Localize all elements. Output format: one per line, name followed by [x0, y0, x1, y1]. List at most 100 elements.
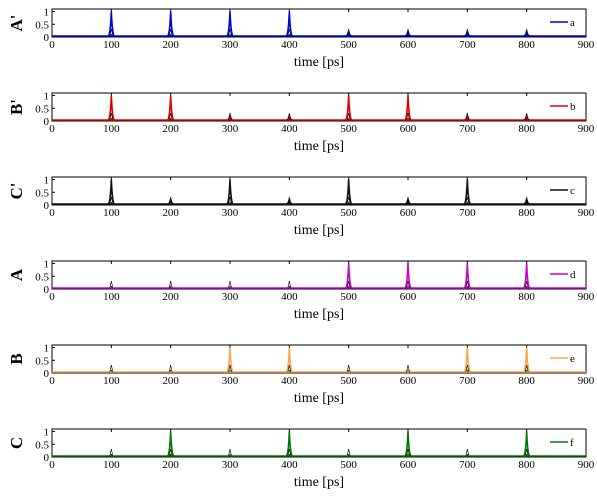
- x-tick-label: 0: [49, 123, 55, 135]
- x-tick-label: 200: [162, 207, 179, 219]
- x-tick-label: 900: [578, 291, 595, 303]
- x-tick-label: 0: [49, 375, 55, 387]
- subplot-1: 0 100 200 300 400 500 600 700 800 900 00.51 A' time …: [7, 7, 595, 70]
- axes-frame: [51, 92, 587, 122]
- axes-frame: [51, 176, 587, 206]
- reference-pulse-t400: [287, 280, 292, 289]
- axes-frame: [51, 8, 587, 38]
- legend-label: f: [570, 437, 574, 449]
- reference-pulse-t800: [524, 448, 529, 457]
- peak-t500: [345, 31, 352, 37]
- reference-pulse-t800: [524, 196, 529, 205]
- reference-pulse-t800: [524, 280, 529, 289]
- reference-pulse-t700: [465, 112, 470, 121]
- x-axis-label: time [ps]: [294, 307, 344, 322]
- x-axis-label: time [ps]: [294, 475, 344, 490]
- x-tick-label: 600: [400, 39, 417, 51]
- x-tick-label: 700: [459, 39, 476, 51]
- subplot-3: 0 100 200 300 400 500 600 700 800 900 00.51 C' time …: [7, 175, 595, 238]
- x-tick-label: 400: [281, 39, 298, 51]
- x-tick-label: 100: [103, 123, 120, 135]
- x-tick-label: 100: [103, 207, 120, 219]
- peak-t100: [107, 95, 115, 121]
- x-tick-label: 200: [162, 459, 179, 471]
- peak-t500: [345, 179, 353, 205]
- x-tick-label: 800: [518, 39, 535, 51]
- reference-pulse-t100: [109, 448, 114, 457]
- reference-pulse-t500: [346, 364, 351, 373]
- peak-t300: [226, 179, 234, 205]
- x-axis-label: time [ps]: [294, 223, 344, 238]
- x-tick-label: 400: [281, 123, 298, 135]
- peak-t800: [523, 115, 530, 121]
- x-tick-label: 900: [578, 123, 595, 135]
- x-tick-label: 100: [103, 375, 120, 387]
- y-axis-label: B: [7, 353, 26, 364]
- x-axis-label: time [ps]: [294, 55, 344, 70]
- reference-pulse-t600: [406, 364, 410, 373]
- y-tick-label: 0.5: [35, 103, 49, 115]
- peak-t300: [226, 347, 234, 373]
- peak-t500: [345, 95, 353, 121]
- x-tick-label: 100: [103, 39, 120, 51]
- x-tick-label: 900: [578, 459, 595, 471]
- peak-t800: [523, 263, 531, 289]
- reference-pulse-t300: [228, 28, 232, 37]
- x-tick-label: 500: [340, 459, 357, 471]
- x-tick-label: 400: [281, 291, 298, 303]
- peak-t600: [404, 199, 412, 205]
- x-tick-label: 600: [400, 291, 417, 303]
- legend-label: b: [570, 101, 576, 113]
- peak-t200: [167, 199, 174, 205]
- reference-pulse-t200: [168, 280, 173, 289]
- reference-pulse-t100: [109, 112, 114, 121]
- x-tick-label: 800: [518, 375, 535, 387]
- reference-pulse-t700: [465, 196, 470, 205]
- x-tick-label: 200: [162, 375, 179, 387]
- y-tick-label: 1: [44, 7, 50, 19]
- x-tick-label: 700: [459, 207, 476, 219]
- y-tick-label: 0.5: [35, 355, 49, 367]
- reference-pulse-t200: [168, 364, 173, 373]
- x-tick-label: 200: [162, 39, 179, 51]
- reference-pulse-t600: [406, 196, 410, 205]
- peak-t800: [523, 199, 530, 205]
- y-tick-label: 0.5: [35, 439, 49, 451]
- peak-t700: [463, 263, 471, 289]
- y-tick-label: 1: [44, 427, 50, 439]
- peak-t200: [167, 11, 175, 37]
- x-tick-label: 600: [400, 123, 417, 135]
- peak-t100: [107, 11, 115, 37]
- y-tick-label: 0: [44, 32, 50, 44]
- peak-t700: [464, 31, 471, 37]
- peak-t600: [404, 95, 412, 121]
- legend-label: a: [570, 17, 575, 29]
- x-tick-label: 200: [162, 123, 179, 135]
- peak-t700: [464, 115, 471, 121]
- x-tick-label: 0: [49, 39, 55, 51]
- peak-t300: [226, 11, 234, 37]
- reference-pulse-t600: [406, 448, 410, 457]
- reference-pulse-t700: [465, 448, 470, 457]
- x-tick-label: 500: [340, 291, 357, 303]
- x-tick-label: 300: [222, 291, 239, 303]
- x-tick-label: 200: [162, 291, 179, 303]
- x-tick-label: 800: [518, 123, 535, 135]
- peak-t600: [404, 431, 412, 457]
- y-tick-label: 0: [44, 368, 50, 380]
- x-axis-label: time [ps]: [294, 391, 344, 406]
- reference-pulse-t200: [168, 448, 173, 457]
- reference-pulse-t500: [346, 112, 351, 121]
- y-tick-label: 0: [44, 452, 50, 464]
- reference-pulse-t700: [465, 280, 470, 289]
- reference-pulse-t100: [109, 364, 114, 373]
- peak-t500: [345, 263, 353, 289]
- y-tick-label: 0.5: [35, 271, 49, 283]
- reference-pulse-t600: [406, 112, 410, 121]
- axes-frame: [51, 428, 587, 458]
- peak-t600: [404, 263, 412, 289]
- reference-pulse-t600: [406, 28, 410, 37]
- x-tick-label: 900: [578, 207, 595, 219]
